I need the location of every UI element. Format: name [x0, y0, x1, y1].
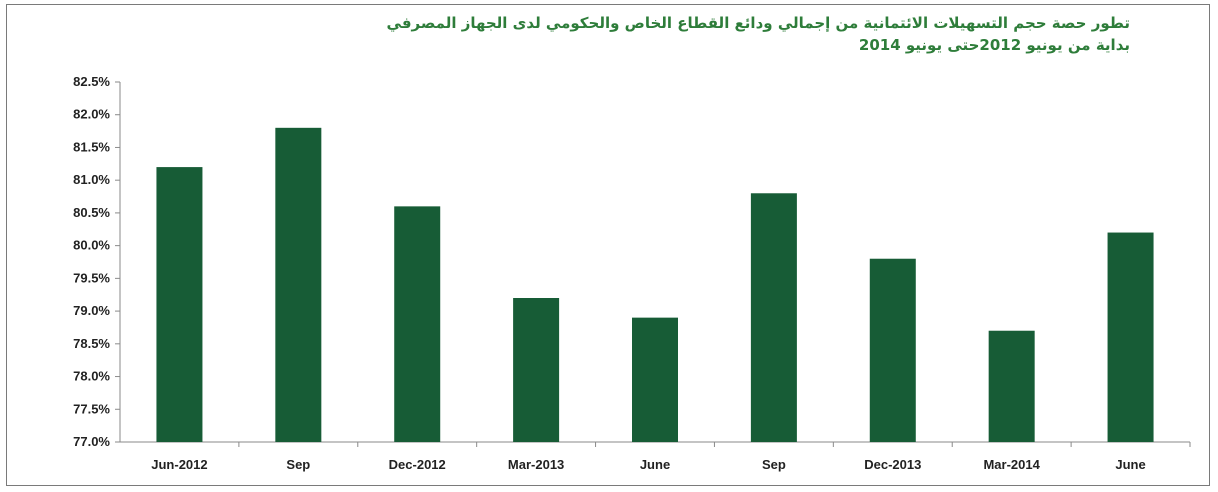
bar	[750, 193, 797, 442]
bar	[1107, 232, 1154, 442]
bar	[156, 167, 203, 442]
y-tick-label: 77.0%	[73, 434, 110, 449]
y-tick-label: 79.0%	[73, 303, 110, 318]
x-tick-label: Mar-2013	[508, 457, 564, 472]
y-tick-label: 81.5%	[73, 139, 110, 154]
y-tick-label: 82.0%	[73, 107, 110, 122]
x-tick-label: Dec-2012	[389, 457, 446, 472]
chart-title: تطور حصة حجم التسهيلات الائتمانية من إجم…	[386, 14, 1130, 32]
x-tick-label: June	[1115, 457, 1145, 472]
x-tick-label: Dec-2013	[864, 457, 921, 472]
y-tick-label: 78.5%	[73, 336, 110, 351]
bar	[275, 127, 322, 443]
x-tick-label: Sep	[286, 457, 310, 472]
y-tick-label: 79.5%	[73, 270, 110, 285]
bar	[394, 206, 441, 442]
y-tick-label: 81.0%	[73, 172, 110, 187]
y-tick-label: 80.0%	[73, 238, 110, 253]
y-tick-label: 80.5%	[73, 205, 110, 220]
x-tick-label: Mar-2014	[983, 457, 1040, 472]
bar	[632, 317, 678, 442]
x-tick-label: Jun-2012	[151, 457, 207, 472]
x-tick-label: Sep	[762, 457, 786, 472]
x-tick-label: June	[640, 457, 670, 472]
y-tick-label: 77.5%	[73, 401, 110, 416]
y-tick-label: 82.5%	[73, 74, 110, 89]
y-tick-label: 78.0%	[73, 369, 110, 384]
bar	[988, 330, 1035, 442]
chart-subtitle: بداية من يونيو 2012حتى يونيو 2014	[858, 36, 1130, 54]
bar	[869, 258, 916, 442]
bar	[513, 298, 560, 442]
